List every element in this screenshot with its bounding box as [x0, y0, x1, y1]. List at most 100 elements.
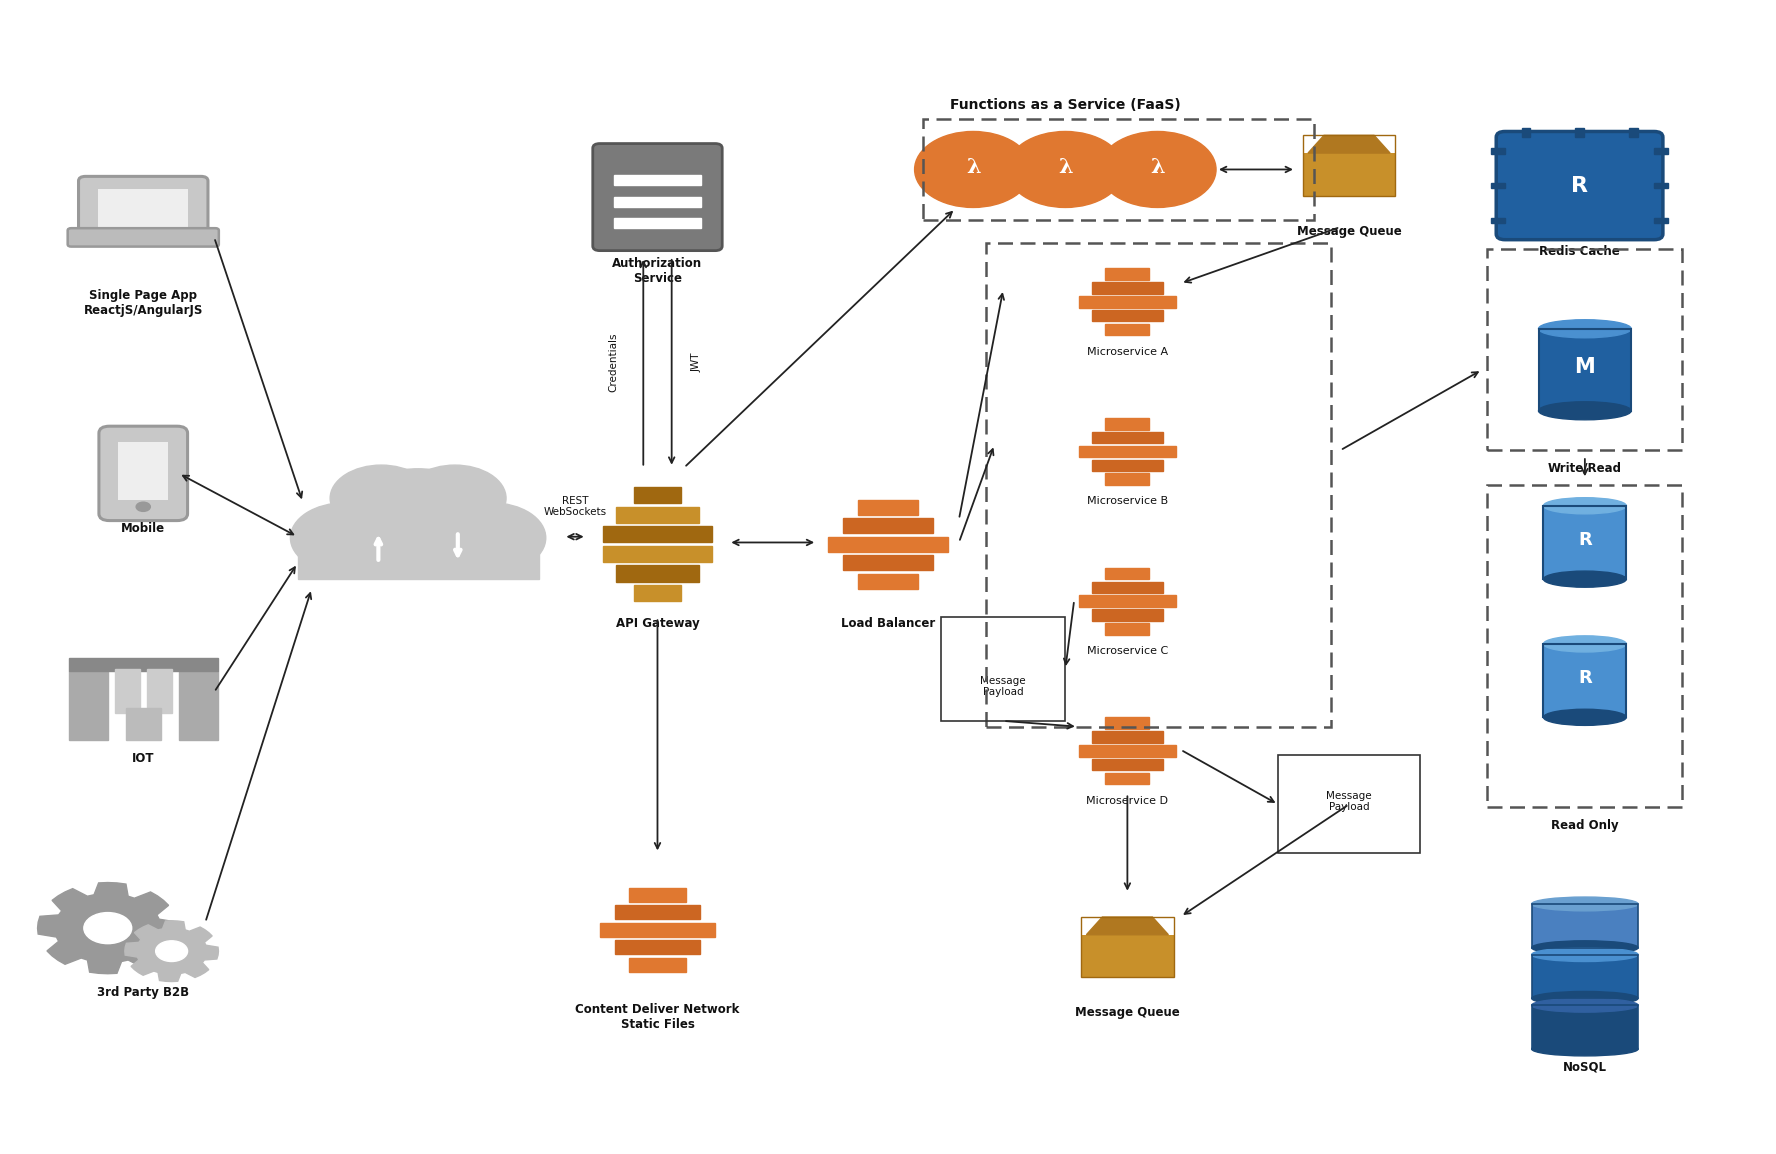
Text: Load Balancer: Load Balancer [840, 617, 936, 630]
Bar [126, 709, 162, 741]
Bar [1092, 310, 1163, 322]
Circle shape [1007, 132, 1124, 208]
Bar [1105, 773, 1149, 785]
Bar [1092, 582, 1163, 593]
Text: JWT: JWT [691, 353, 702, 372]
Text: Credentials: Credentials [607, 332, 618, 392]
Bar [858, 574, 918, 589]
Bar [614, 196, 702, 207]
Bar [844, 555, 932, 570]
Text: Functions as a Service (FaaS): Functions as a Service (FaaS) [950, 98, 1181, 112]
Bar [1490, 182, 1504, 188]
Bar [1105, 269, 1149, 280]
Text: API Gateway: API Gateway [616, 617, 700, 630]
Circle shape [137, 502, 151, 511]
Bar [616, 507, 700, 523]
FancyBboxPatch shape [1495, 132, 1662, 240]
Bar [1078, 595, 1176, 607]
FancyBboxPatch shape [593, 143, 723, 250]
Bar [616, 565, 700, 582]
Bar [614, 941, 700, 954]
Text: Message Queue: Message Queue [1074, 1006, 1179, 1019]
FancyBboxPatch shape [99, 426, 188, 520]
Bar [1522, 128, 1531, 137]
Ellipse shape [1543, 571, 1627, 587]
Bar [828, 537, 948, 552]
Bar [1105, 623, 1149, 635]
Bar [629, 958, 686, 972]
Bar [1653, 217, 1668, 223]
Bar [1092, 432, 1163, 443]
Ellipse shape [1531, 991, 1637, 1005]
FancyBboxPatch shape [1304, 153, 1396, 196]
Ellipse shape [1543, 497, 1627, 514]
Bar [1531, 954, 1637, 998]
Bar [147, 669, 172, 713]
Text: R: R [1572, 175, 1588, 195]
Bar [1531, 904, 1637, 947]
Circle shape [1099, 132, 1217, 208]
Text: λ: λ [966, 157, 980, 178]
Circle shape [403, 465, 506, 531]
Text: λ: λ [1058, 157, 1073, 178]
Circle shape [156, 941, 188, 961]
FancyBboxPatch shape [1531, 904, 1637, 947]
Bar [1078, 297, 1176, 308]
Bar [1490, 148, 1504, 153]
Bar [614, 175, 702, 186]
Bar [1490, 217, 1504, 223]
Bar [1653, 148, 1668, 153]
Text: Redis Cache: Redis Cache [1540, 246, 1620, 258]
Text: Microservice B: Microservice B [1087, 496, 1169, 507]
Ellipse shape [1538, 402, 1630, 420]
Bar [179, 672, 218, 741]
Ellipse shape [1543, 710, 1627, 726]
Bar [1092, 732, 1163, 743]
FancyBboxPatch shape [67, 228, 218, 247]
Ellipse shape [1531, 998, 1637, 1012]
Text: Message
Payload: Message Payload [1327, 790, 1371, 812]
Text: Content Deliver Network
Static Files: Content Deliver Network Static Files [575, 1003, 739, 1031]
Polygon shape [1309, 135, 1391, 153]
Bar [1531, 1005, 1637, 1049]
Ellipse shape [1543, 636, 1627, 652]
Ellipse shape [1531, 897, 1637, 911]
Bar [298, 529, 538, 579]
Ellipse shape [1531, 941, 1637, 954]
Bar [1078, 745, 1176, 757]
Polygon shape [124, 921, 218, 982]
Bar [1538, 329, 1630, 411]
Text: NoSQL: NoSQL [1563, 1061, 1607, 1073]
Bar [1092, 759, 1163, 771]
Bar [1105, 324, 1149, 336]
Text: IOT: IOT [131, 752, 155, 765]
Polygon shape [1087, 917, 1169, 935]
Polygon shape [37, 883, 178, 974]
Circle shape [439, 503, 545, 572]
Bar [69, 672, 108, 741]
Bar [1092, 609, 1163, 621]
Text: Write/Read: Write/Read [1549, 462, 1621, 475]
Text: Microservice A: Microservice A [1087, 346, 1169, 357]
Text: Authorization
Service: Authorization Service [613, 257, 703, 285]
Circle shape [345, 469, 492, 564]
Bar [1304, 135, 1396, 196]
Bar [614, 218, 702, 228]
Bar [1629, 128, 1637, 137]
Bar [1092, 459, 1163, 471]
FancyBboxPatch shape [1543, 505, 1627, 579]
Bar [634, 585, 680, 601]
Bar [1092, 283, 1163, 294]
Circle shape [330, 465, 432, 531]
Text: Message Queue: Message Queue [1296, 225, 1401, 238]
Text: 3rd Party B2B: 3rd Party B2B [98, 986, 190, 998]
Text: Message
Payload: Message Payload [980, 675, 1027, 697]
Bar [614, 905, 700, 920]
Bar [1543, 505, 1627, 579]
FancyBboxPatch shape [119, 442, 169, 500]
FancyBboxPatch shape [1543, 644, 1627, 718]
Ellipse shape [1531, 1042, 1637, 1056]
Bar [858, 500, 918, 515]
Text: Microservice D: Microservice D [1087, 796, 1169, 805]
Bar [602, 546, 712, 562]
